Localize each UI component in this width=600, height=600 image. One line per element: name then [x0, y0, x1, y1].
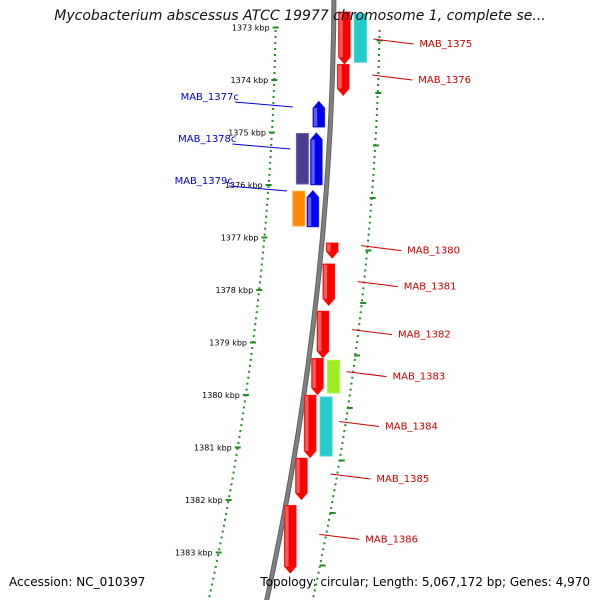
gene-label-MAB_1378c: MAB_1378c — [178, 134, 236, 145]
gene-MAB_1375-highlight — [339, 12, 343, 58]
gene-MAB_1376-highlight — [338, 65, 342, 89]
tick-label: 1382 kbp — [185, 496, 223, 505]
gene-feature-MAB_1384 — [319, 396, 333, 457]
gene-label-leader — [373, 38, 414, 45]
gene-MAB_1381-highlight — [323, 264, 328, 299]
gene-label-MAB_1377c: MAB_1377c — [181, 92, 239, 103]
gene-label-MAB_1386: MAB_1386 — [365, 534, 418, 545]
gene-label-MAB_1375: MAB_1375 — [419, 39, 472, 50]
gene-label-MAB_1385: MAB_1385 — [376, 474, 429, 485]
gene-label-leader — [232, 143, 291, 150]
gene-MAB_1377c-highlight — [313, 108, 318, 127]
inner-tick-ring — [207, 29, 277, 600]
gene-label-leader — [357, 281, 398, 288]
gene-label-leader — [234, 101, 293, 108]
gene-MAB_1379c-highlight — [307, 197, 312, 226]
gene-label-MAB_1383: MAB_1383 — [392, 372, 445, 383]
gene-MAB_1384-highlight — [305, 396, 309, 451]
gene-label-MAB_1382: MAB_1382 — [398, 330, 451, 341]
tick-label: 1378 kbp — [215, 286, 253, 295]
gene-MAB_1380-highlight — [327, 243, 331, 252]
tick-label: 1376 kbp — [225, 181, 263, 190]
gene-MAB_1386-highlight — [285, 506, 289, 567]
gene-label-leader — [228, 185, 287, 192]
gene-label-leader — [346, 371, 387, 378]
tick-label: 1381 kbp — [194, 444, 232, 453]
gene-label-leader — [339, 421, 380, 427]
genome-summary-text: Topology: circular; Length: 5,067,172 bp… — [260, 575, 590, 589]
tick-label: 1380 kbp — [202, 391, 240, 400]
gene-label-MAB_1384: MAB_1384 — [385, 422, 438, 433]
tick-label: 1379 kbp — [209, 339, 247, 348]
gene-MAB_1385-highlight — [296, 459, 300, 493]
gene-label-MAB_1380: MAB_1380 — [407, 246, 460, 257]
tick-label: 1373 kbp — [232, 24, 270, 33]
tick-label: 1383 kbp — [175, 549, 213, 558]
gene-MAB_1383-highlight — [312, 359, 316, 388]
gene-MAB_1378c-highlight — [311, 139, 315, 184]
tick-label: 1374 kbp — [231, 76, 269, 85]
gene-label-leader — [361, 245, 402, 252]
accession-text: Accession: NC_010397 — [9, 575, 146, 589]
gene-feature-MAB_1375 — [353, 13, 367, 63]
gene-label-MAB_1379c: MAB_1379c — [175, 176, 233, 187]
gene-label-leader — [351, 329, 393, 336]
gene-MAB_1382-highlight — [317, 312, 322, 352]
gene-feature-MAB_1378c — [295, 133, 309, 185]
gene-feature-MAB_1379c — [292, 190, 306, 227]
gene-feature-MAB_1383 — [326, 359, 340, 394]
gene-label-MAB_1376: MAB_1376 — [418, 75, 471, 86]
tick-label: 1375 kbp — [228, 129, 266, 138]
tick-label: 1377 kbp — [221, 234, 259, 243]
gene-label-leader — [319, 533, 360, 540]
map-title: Mycobacterium abscessus ATCC 19977 chrom… — [54, 8, 546, 24]
gene-label-MAB_1381: MAB_1381 — [404, 282, 457, 293]
gene-label-leader — [372, 74, 413, 81]
gene-label-leader — [330, 473, 371, 480]
